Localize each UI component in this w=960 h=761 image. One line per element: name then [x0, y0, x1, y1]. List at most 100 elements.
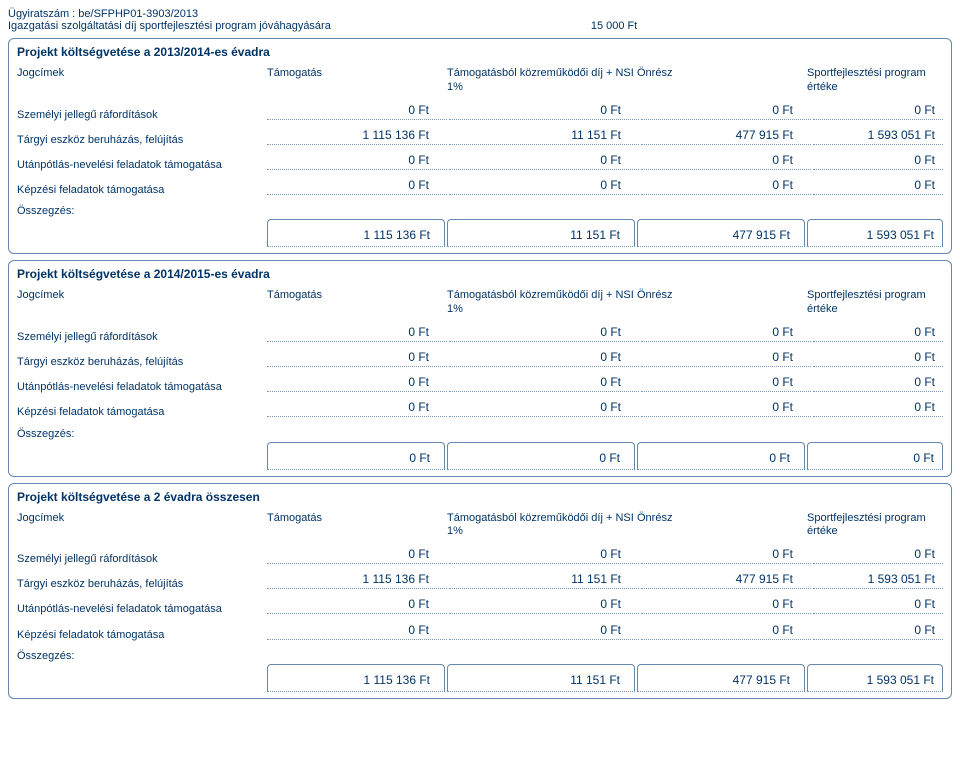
table-cell: 0 Ft [267, 350, 447, 367]
column-header: Támogatás [267, 67, 447, 81]
row-label: Utánpótlás-nevelési feladatok támogatása [17, 597, 267, 616]
table-row: Utánpótlás-nevelési feladatok támogatása… [9, 593, 951, 618]
summary-cell: 477 915 Ft [637, 664, 805, 692]
table-cell: 11 151 Ft [449, 128, 639, 145]
summary-row: 1 115 136 Ft11 151 Ft477 915 Ft1 593 051… [9, 662, 951, 698]
table-cell: 0 Ft [813, 103, 943, 120]
column-header: Támogatás [267, 289, 447, 303]
table-row: Utánpótlás-nevelési feladatok támogatása… [9, 371, 951, 396]
summary-cell: 1 593 051 Ft [807, 664, 943, 692]
summary-row: 0 Ft0 Ft0 Ft0 Ft [9, 440, 951, 476]
table-cell: 0 Ft [641, 623, 811, 640]
summary-cell: 1 593 051 Ft [807, 219, 943, 247]
table-row: Tárgyi eszköz beruházás, felújítás0 Ft0 … [9, 346, 951, 371]
column-header: Támogatásból közreműködői díj + NSI 1% [447, 289, 637, 317]
table-cell: 0 Ft [267, 547, 447, 564]
table-cell: 0 Ft [813, 623, 943, 640]
column-header: Sportfejlesztési program értéke [807, 67, 943, 95]
table-cell: 11 151 Ft [449, 572, 639, 589]
table-cell: 0 Ft [641, 400, 811, 417]
column-header: Sportfejlesztési program értéke [807, 289, 943, 317]
table-cell: 0 Ft [641, 547, 811, 564]
table-cell: 0 Ft [813, 325, 943, 342]
table-cell: 0 Ft [267, 400, 447, 417]
table-cell: 0 Ft [449, 400, 639, 417]
table-cell: 0 Ft [449, 350, 639, 367]
table-cell: 0 Ft [267, 153, 447, 170]
table-cell: 0 Ft [641, 350, 811, 367]
summary-label: Összegzés: [9, 644, 951, 662]
table-row: Utánpótlás-nevelési feladatok támogatása… [9, 149, 951, 174]
table-cell: 0 Ft [641, 178, 811, 195]
section-title: Projekt költségvetése a 2013/2014-es éva… [9, 39, 951, 67]
table-row: Tárgyi eszköz beruházás, felújítás1 115 … [9, 568, 951, 593]
table-cell: 0 Ft [449, 178, 639, 195]
row-label: Utánpótlás-nevelési feladatok támogatása [17, 375, 267, 394]
summary-cell: 11 151 Ft [447, 219, 635, 247]
table-cell: 0 Ft [449, 547, 639, 564]
table-cell: 0 Ft [267, 375, 447, 392]
table-row: Képzési feladatok támogatása0 Ft0 Ft0 Ft… [9, 396, 951, 421]
summary-label: Összegzés: [9, 422, 951, 440]
table-cell: 0 Ft [813, 375, 943, 392]
column-header: Önrész [637, 67, 807, 81]
table-cell: 0 Ft [813, 400, 943, 417]
table-cell: 1 115 136 Ft [267, 128, 447, 145]
row-label: Személyi jellegű ráfordítások [17, 325, 267, 344]
fee-amount: 15 000 Ft [591, 20, 637, 32]
table-row: Személyi jellegű ráfordítások0 Ft0 Ft0 F… [9, 543, 951, 568]
summary-cell: 0 Ft [807, 442, 943, 470]
document-header: Ügyiratszám : be/SFPHP01-3903/2013 Igazg… [8, 8, 952, 32]
summary-label: Összegzés: [9, 199, 951, 217]
table-cell: 0 Ft [449, 153, 639, 170]
table-row: Képzési feladatok támogatása0 Ft0 Ft0 Ft… [9, 619, 951, 644]
table-cell: 0 Ft [813, 153, 943, 170]
table-cell: 477 915 Ft [641, 128, 811, 145]
column-header: Jogcímek [17, 289, 267, 303]
summary-cell: 1 115 136 Ft [267, 219, 445, 247]
row-label: Személyi jellegű ráfordítások [17, 547, 267, 566]
row-label: Képzési feladatok támogatása [17, 400, 267, 419]
table-cell: 0 Ft [813, 547, 943, 564]
case-number: Ügyiratszám : be/SFPHP01-3903/2013 [8, 8, 952, 20]
summary-cell: 11 151 Ft [447, 664, 635, 692]
table-cell: 0 Ft [449, 375, 639, 392]
column-header: Jogcímek [17, 512, 267, 526]
budget-section: Projekt költségvetése a 2 évadra összese… [8, 483, 952, 699]
table-row: Képzési feladatok támogatása0 Ft0 Ft0 Ft… [9, 174, 951, 199]
table-cell: 0 Ft [267, 178, 447, 195]
row-label: Személyi jellegű ráfordítások [17, 103, 267, 122]
summary-row: 1 115 136 Ft11 151 Ft477 915 Ft1 593 051… [9, 217, 951, 253]
row-label: Tárgyi eszköz beruházás, felújítás [17, 350, 267, 369]
column-header: Támogatásból közreműködői díj + NSI 1% [447, 512, 637, 540]
table-cell: 1 593 051 Ft [813, 572, 943, 589]
column-header-row: JogcímekTámogatásTámogatásból közreműköd… [9, 67, 951, 99]
budget-section: Projekt költségvetése a 2013/2014-es éva… [8, 38, 952, 254]
table-cell: 0 Ft [449, 325, 639, 342]
table-cell: 0 Ft [641, 103, 811, 120]
column-header: Önrész [637, 289, 807, 303]
row-label: Képzési feladatok támogatása [17, 178, 267, 197]
table-cell: 0 Ft [267, 597, 447, 614]
table-cell: 0 Ft [449, 597, 639, 614]
column-header: Támogatás [267, 512, 447, 526]
table-cell: 0 Ft [267, 103, 447, 120]
column-header: Jogcímek [17, 67, 267, 81]
table-cell: 0 Ft [641, 597, 811, 614]
table-row: Személyi jellegű ráfordítások0 Ft0 Ft0 F… [9, 321, 951, 346]
column-header-row: JogcímekTámogatásTámogatásból közreműköd… [9, 289, 951, 321]
column-header-row: JogcímekTámogatásTámogatásból közreműköd… [9, 512, 951, 544]
table-cell: 0 Ft [813, 597, 943, 614]
section-title: Projekt költségvetése a 2014/2015-es éva… [9, 261, 951, 289]
table-row: Tárgyi eszköz beruházás, felújítás1 115 … [9, 124, 951, 149]
column-header: Önrész [637, 512, 807, 526]
summary-cell: 477 915 Ft [637, 219, 805, 247]
row-label: Utánpótlás-nevelési feladatok támogatása [17, 153, 267, 172]
table-cell: 0 Ft [449, 623, 639, 640]
row-label: Tárgyi eszköz beruházás, felújítás [17, 572, 267, 591]
table-cell: 1 593 051 Ft [813, 128, 943, 145]
summary-cell: 0 Ft [637, 442, 805, 470]
row-label: Képzési feladatok támogatása [17, 623, 267, 642]
table-cell: 0 Ft [813, 178, 943, 195]
table-cell: 0 Ft [267, 325, 447, 342]
